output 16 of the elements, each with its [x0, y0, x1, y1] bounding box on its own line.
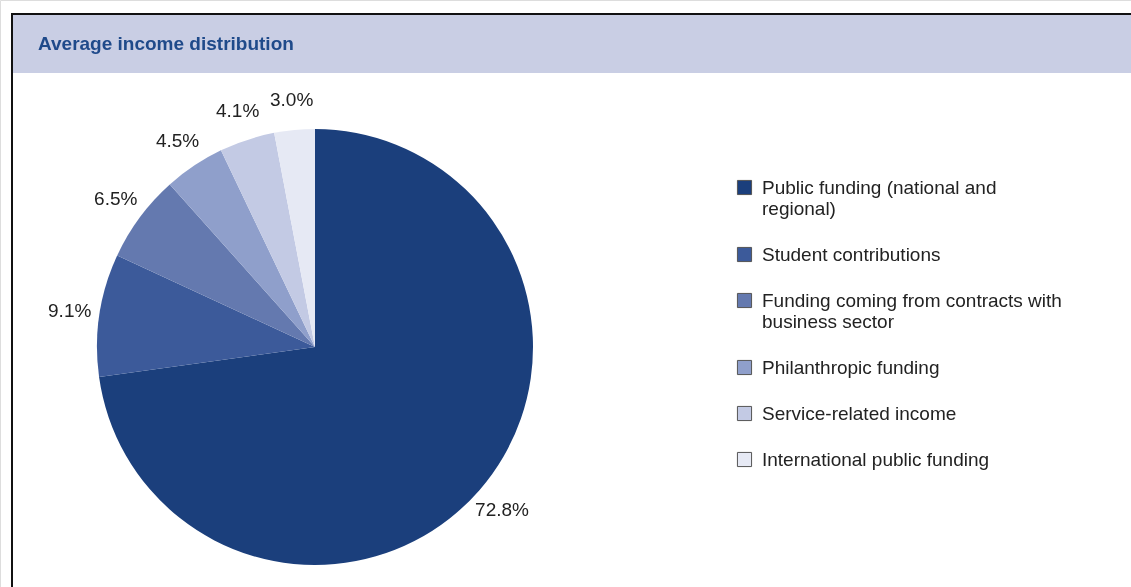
legend-label: Student contributions: [762, 243, 941, 265]
pie-slice: [220, 132, 315, 347]
legend-label: International public funding: [762, 448, 990, 470]
data-label: 72.8%: [475, 498, 530, 520]
data-label: 4.5%: [155, 129, 200, 151]
legend-label: Philanthropic funding: [762, 356, 940, 378]
chart-title: Average income distribution: [38, 33, 294, 54]
data-label: 4.1%: [215, 100, 260, 122]
pie-slice: [169, 150, 315, 347]
data-label: 3.0%: [270, 89, 314, 111]
pie-slice: [97, 255, 315, 378]
legend-label: Funding coming from contracts with business sector: [762, 289, 1062, 332]
legend-label: Public funding (national and regional): [762, 176, 997, 219]
legend-label: Service-related income: [762, 402, 957, 424]
data-label: 9.1%: [48, 299, 92, 321]
data-label: 6.5%: [94, 188, 138, 210]
